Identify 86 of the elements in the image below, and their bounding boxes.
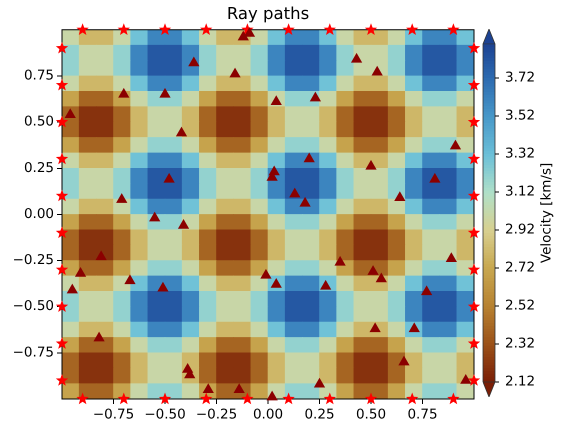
point [94, 332, 104, 342]
point [230, 68, 240, 78]
point [468, 152, 480, 164]
point [118, 23, 130, 36]
point [406, 23, 418, 36]
x-tick-label: 0.75 [407, 406, 438, 423]
point [76, 23, 89, 36]
y-tick-label: −0.50 [12, 298, 54, 314]
color-bar-label: 2.32 [505, 336, 536, 352]
color-bar-label: 3.12 [505, 184, 536, 200]
point [118, 392, 130, 404]
point [56, 189, 68, 202]
x-tick-label: 0.00 [252, 406, 284, 423]
point [468, 374, 480, 386]
point [158, 23, 172, 36]
color-bar-label: 2.12 [505, 374, 536, 390]
point [188, 57, 200, 66]
point [334, 256, 346, 266]
chart-title: Ray paths [226, 4, 310, 24]
point [200, 23, 212, 36]
point [468, 300, 480, 312]
point [324, 23, 336, 36]
point [241, 392, 254, 404]
color-bar-title: Velocity [km/s] [538, 162, 554, 264]
point [468, 226, 480, 238]
point [324, 392, 336, 404]
point [421, 286, 432, 296]
y-tick-label: 0.00 [24, 206, 54, 222]
x-tick-label: 0.50 [356, 406, 386, 423]
point [76, 392, 89, 404]
point [244, 27, 255, 37]
point [447, 392, 460, 404]
point [468, 42, 480, 54]
point [366, 160, 376, 170]
point [200, 392, 212, 404]
point [56, 116, 68, 128]
point [468, 189, 480, 202]
point [56, 42, 68, 54]
point [468, 263, 480, 276]
point [56, 152, 68, 164]
point [118, 88, 130, 98]
point [364, 392, 378, 404]
point [282, 23, 295, 36]
point [56, 337, 68, 349]
color-bar-label: 3.72 [505, 70, 536, 86]
color-bar-label: 2.52 [505, 298, 536, 314]
point [176, 127, 187, 136]
point [56, 78, 68, 90]
point [364, 23, 378, 36]
point [398, 356, 410, 366]
y-tick-label: 0.50 [24, 114, 54, 130]
point [124, 274, 136, 284]
point [158, 392, 172, 404]
point [447, 23, 460, 36]
x-tick-label: −0.50 [144, 406, 186, 423]
point [368, 266, 378, 275]
point [282, 392, 295, 404]
x-tick-label: 0.25 [304, 406, 335, 423]
point [178, 219, 189, 229]
color-bar-label: 3.52 [505, 108, 536, 124]
point [406, 392, 418, 404]
point [260, 269, 272, 279]
color-bar-label: 3.32 [505, 146, 536, 162]
point [300, 197, 310, 207]
point [75, 267, 86, 277]
point [468, 337, 480, 349]
y-tick-label: 0.25 [24, 160, 54, 176]
point [314, 378, 325, 388]
point [351, 53, 362, 63]
point [468, 116, 480, 128]
point [56, 374, 68, 386]
point [56, 300, 68, 312]
point [56, 263, 68, 276]
y-tick-label: 0.75 [24, 67, 54, 84]
point [158, 282, 168, 292]
point [116, 194, 128, 203]
y-tick-label: −0.75 [12, 344, 54, 360]
point [160, 88, 170, 98]
color-bar-label: 2.72 [505, 260, 536, 276]
x-tick-label: −0.25 [196, 406, 238, 423]
x-tick-label: −0.75 [92, 406, 134, 423]
point [56, 226, 68, 238]
point [450, 140, 461, 150]
y-tick-label: −0.25 [12, 252, 54, 268]
point [468, 78, 480, 90]
color-bar-label: 2.92 [505, 222, 536, 238]
